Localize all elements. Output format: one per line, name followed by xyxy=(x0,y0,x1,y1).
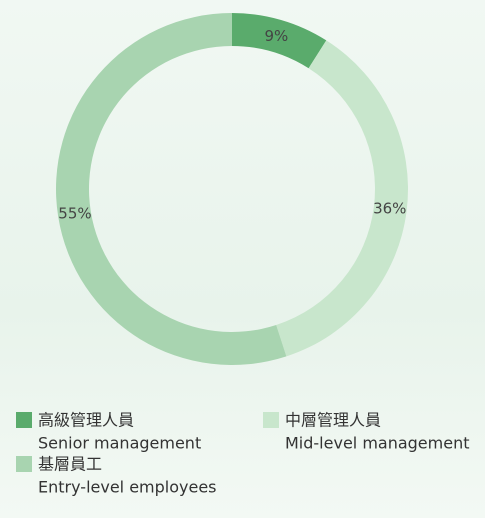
legend-swatch xyxy=(16,456,32,472)
value-label: 55% xyxy=(58,204,91,222)
donut-segment xyxy=(232,13,327,69)
legend-label: 基層員工 xyxy=(38,455,102,474)
donut-segment xyxy=(276,40,408,357)
legend-label: 中層管理人員 xyxy=(285,411,381,430)
legend-label: 高級管理人員 xyxy=(38,411,134,430)
value-label: 9% xyxy=(264,27,288,45)
legend-label-en: Senior management xyxy=(38,434,201,453)
donut-segment xyxy=(56,13,287,366)
legend-swatch xyxy=(263,412,279,428)
value-label: 36% xyxy=(373,199,406,217)
legend-label-en: Mid-level management xyxy=(285,434,470,453)
legend-label-en: Entry-level employees xyxy=(38,478,217,497)
legend-swatch xyxy=(16,412,32,428)
